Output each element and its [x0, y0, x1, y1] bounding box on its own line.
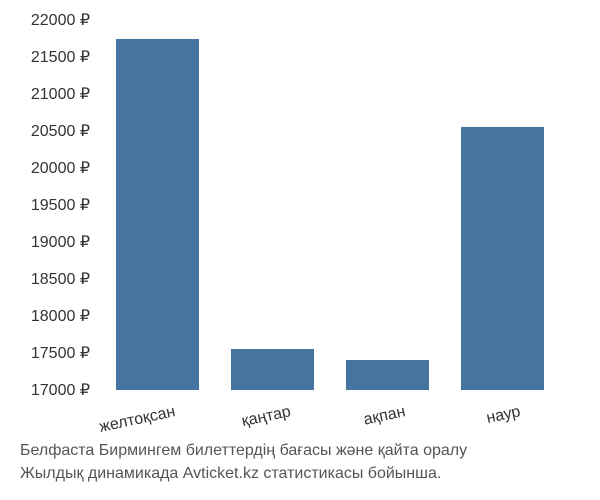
y-tick-label: 20000 ₽ — [31, 158, 90, 178]
y-tick-label: 18000 ₽ — [31, 306, 90, 326]
y-tick-label: 18500 ₽ — [31, 269, 90, 289]
y-tick-label: 19000 ₽ — [31, 232, 90, 252]
chart-caption: Белфаста Бирмингем билеттердің бағасы жә… — [20, 440, 580, 485]
bar — [231, 349, 314, 390]
y-tick-label: 17000 ₽ — [31, 380, 90, 400]
y-tick-label: 21000 ₽ — [31, 84, 90, 104]
y-tick-label: 20500 ₽ — [31, 121, 90, 141]
y-tick-label: 22000 ₽ — [31, 10, 90, 30]
x-tick-label: желтоқсан — [98, 403, 177, 437]
x-tick-label: қаңтар — [240, 403, 292, 431]
bar — [116, 39, 199, 391]
y-axis: 17000 ₽17500 ₽18000 ₽18500 ₽19000 ₽19500… — [0, 20, 95, 390]
caption-line-1: Белфаста Бирмингем билеттердің бағасы жә… — [20, 440, 580, 462]
bars-group — [100, 20, 560, 390]
bar — [346, 360, 429, 390]
y-tick-label: 19500 ₽ — [31, 195, 90, 215]
plot-area — [100, 20, 560, 390]
caption-line-2: Жылдық динамикада Avticket.kz статистика… — [20, 463, 580, 485]
y-tick-label: 17500 ₽ — [31, 343, 90, 363]
chart-container: 17000 ₽ 17500 ₽ 18000 ₽ 18500 ₽ 19000 ₽ 19500… — [0, 0, 600, 500]
bar — [461, 127, 544, 390]
x-tick-label: наур — [485, 403, 522, 428]
y-tick-label: 21500 ₽ — [31, 47, 90, 67]
x-axis-labels: желтоқсан қаңтар ақпан наур — [100, 395, 560, 445]
x-tick-label: ақпан — [362, 403, 407, 429]
